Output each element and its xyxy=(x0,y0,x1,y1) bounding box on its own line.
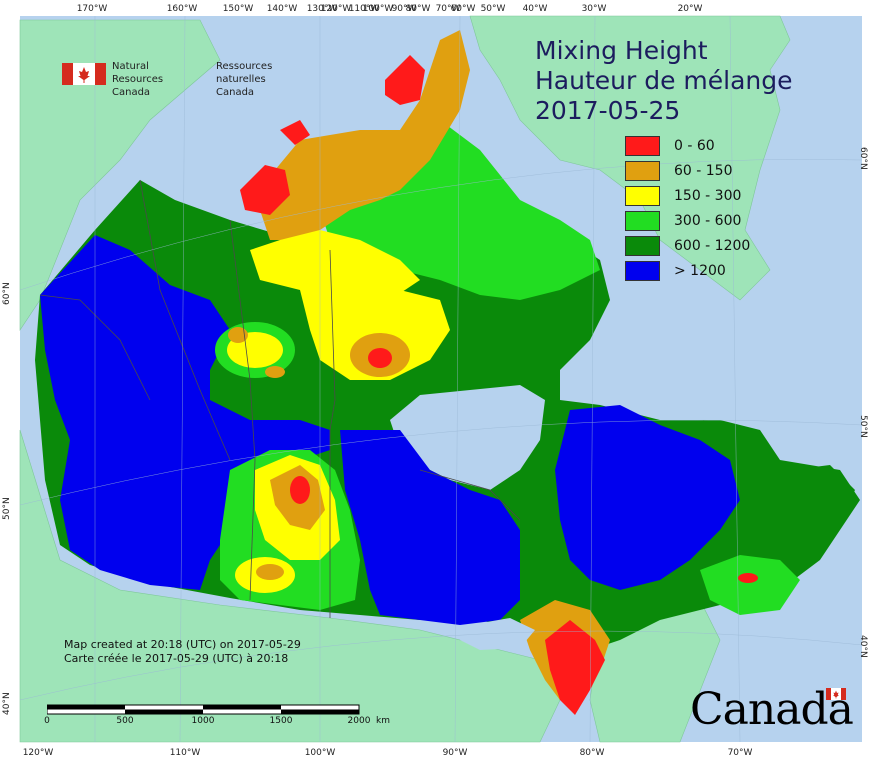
bottom-longitude-label: 80°W xyxy=(579,748,605,758)
map-title-block: Mixing Height Hauteur de mélange 2017-05… xyxy=(535,36,793,126)
alberta-red xyxy=(290,476,310,504)
legend: 0 - 60 60 - 150 150 - 300 300 - 600 600 - 12… xyxy=(625,133,750,283)
top-longitude-label: 70°W xyxy=(435,4,461,14)
legend-label: 60 - 150 xyxy=(674,162,733,179)
legend-swatch xyxy=(625,260,660,281)
left-latitude-label: 40°N xyxy=(2,692,12,715)
legend-item: 0 - 60 xyxy=(625,133,750,158)
legend-swatch xyxy=(625,235,660,256)
top-longitude-label: 130°W xyxy=(306,4,338,14)
legend-swatch xyxy=(625,160,660,181)
nwt-orange-2 xyxy=(265,366,285,378)
scale-bar-graphic xyxy=(47,704,360,715)
legend-item: 150 - 300 xyxy=(625,183,750,208)
right-latitude-label: 60°N xyxy=(858,147,868,170)
legend-swatch xyxy=(625,185,660,206)
top-longitude-label: 100°W xyxy=(362,4,394,14)
canada-flag-icon xyxy=(62,63,106,85)
prairie-blue xyxy=(340,430,520,625)
top-longitude-label: 120°W xyxy=(320,4,352,14)
greenland-land xyxy=(469,15,791,301)
legend-label: 300 - 600 xyxy=(674,212,742,229)
agency-en-line-1: Natural Resources xyxy=(112,61,164,85)
maritimes-red xyxy=(738,573,758,583)
top-longitude-label: 60°W xyxy=(450,4,476,14)
scale-bar-unit: km xyxy=(376,716,390,726)
hudson-bay xyxy=(390,385,545,490)
arctic-islands-orange xyxy=(260,30,470,240)
arctic-red-north xyxy=(280,120,310,145)
provincial-borders xyxy=(39,179,521,618)
legend-item: 600 - 1200 xyxy=(625,233,750,258)
top-longitude-label: 20°W xyxy=(677,4,703,14)
nwt-orange xyxy=(228,327,248,343)
top-longitude-label: 110°W xyxy=(348,4,380,14)
bottom-longitude-label: 90°W xyxy=(442,748,468,758)
quebec-blue xyxy=(555,405,740,590)
west-blue xyxy=(40,235,330,590)
top-longitude-label: 80°W xyxy=(405,4,431,14)
agency-name-fr: Ressources naturelles Canada xyxy=(216,60,272,99)
top-longitude-label: 30°W xyxy=(581,4,607,14)
map-title: Mixing Height xyxy=(535,36,708,65)
top-longitude-label: 40°W xyxy=(522,4,548,14)
legend-label: > 1200 xyxy=(674,262,726,279)
legend-swatch xyxy=(625,135,660,156)
top-longitude-label: 160°W xyxy=(166,4,198,14)
nunavut-yellow xyxy=(300,285,450,380)
left-latitude-label: 50°N xyxy=(2,497,12,520)
legend-swatch xyxy=(625,210,660,231)
scale-bar-tick-label: 1500 xyxy=(269,716,293,726)
agency-fr-line-1: Ressources naturelles xyxy=(216,61,273,85)
great-lakes xyxy=(460,618,535,650)
legend-label: 600 - 1200 xyxy=(674,237,751,254)
legend-label: 150 - 300 xyxy=(674,187,742,204)
bottom-longitude-label: 100°W xyxy=(304,748,336,758)
top-longitude-label: 90°W xyxy=(391,4,417,14)
arctic-red-west xyxy=(240,165,290,215)
ellesmere-red xyxy=(385,55,425,105)
nunavut-red xyxy=(368,348,392,368)
right-latitude-label: 50°N xyxy=(858,415,868,438)
bottom-longitude-label: 70°W xyxy=(727,748,753,758)
scale-bar-tick-label: 2000 xyxy=(347,716,371,726)
scale-bar-tick-label: 500 xyxy=(116,716,134,726)
map-date: 2017-05-25 xyxy=(535,96,681,125)
wordmark-flag-icon xyxy=(826,688,846,700)
agency-name-en: Natural Resources Canada xyxy=(112,60,163,99)
legend-item: > 1200 xyxy=(625,258,750,283)
ontario-red xyxy=(545,620,605,715)
top-longitude-label: 140°W xyxy=(266,4,298,14)
top-longitude-label: 150°W xyxy=(222,4,254,14)
legend-item: 60 - 150 xyxy=(625,158,750,183)
graticule xyxy=(19,15,863,743)
legend-item: 300 - 600 xyxy=(625,208,750,233)
bc-orange-patch xyxy=(256,564,284,580)
top-longitude-label: 50°W xyxy=(480,4,506,14)
credit-en: Map created at 20:18 (UTC) on 2017-05-29 xyxy=(64,638,301,651)
right-latitude-label: 40°N xyxy=(858,635,868,658)
map-credit: Map created at 20:18 (UTC) on 2017-05-29… xyxy=(64,638,301,666)
bottom-longitude-label: 110°W xyxy=(169,748,201,758)
legend-label: 0 - 60 xyxy=(674,137,715,154)
agency-fr-line-2: Canada xyxy=(216,87,255,98)
map-title-fr: Hauteur de mélange xyxy=(535,66,793,95)
alaska-land xyxy=(19,19,221,331)
maritimes-green xyxy=(700,555,800,615)
agency-en-line-2: Canada xyxy=(112,87,151,98)
scale-bar-tick-label: 1000 xyxy=(191,716,215,726)
newfoundland xyxy=(790,465,855,525)
scale-bar-tick-label: 0 xyxy=(44,716,50,726)
top-longitude-label: 170°W xyxy=(76,4,108,14)
arctic-islands-yellow xyxy=(250,230,420,300)
left-latitude-label: 60°N xyxy=(2,282,12,305)
bottom-longitude-label: 120°W xyxy=(22,748,54,758)
credit-fr: Carte créée le 2017-05-29 (UTC) à 20:18 xyxy=(64,652,289,665)
